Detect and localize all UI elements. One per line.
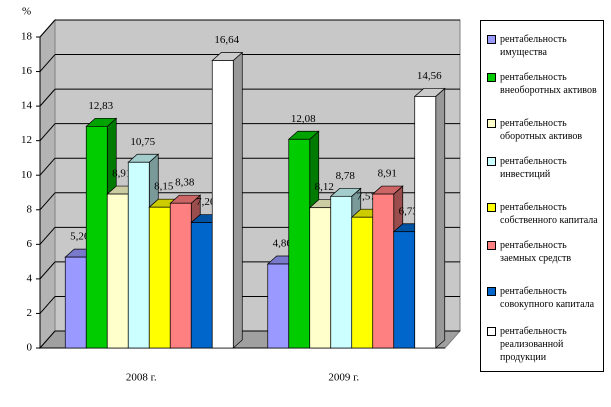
value-label: 10,75 [130,136,155,148]
bar [127,161,150,349]
grid-line [39,296,56,314]
value-label: 8,91 [112,168,131,180]
y-unit-label: % [22,6,31,18]
grid-line [39,19,56,38]
value-label: 8,78 [336,170,356,182]
grid-line [39,227,56,245]
bar [414,96,437,349]
legend-item: рентабельность внеоборотных активов [487,71,603,97]
legend-swatch [487,35,496,44]
value-label: 5,26 [70,231,90,243]
legend-label: рентабельность реализованной продукции [500,326,567,363]
bar [169,202,192,349]
value-label: 16,64 [214,34,239,46]
legend: рентабельность имущества рентабельность в… [480,20,604,372]
legend-label: рентабельность оборотных активов [500,118,583,142]
bar-side [435,87,446,349]
bar [393,231,416,349]
bar [288,138,311,349]
grid-line [39,330,56,349]
value-label: 8,91 [378,168,397,180]
legend-label: рентабельность внеоборотных активов [500,72,597,96]
bar [190,222,213,349]
value-label: 8,12 [315,181,334,193]
legend-swatch [487,327,496,336]
bar [85,125,108,349]
y-tick-label: 16 [21,65,33,77]
x-tick-label: 2008 г. [126,372,157,384]
y-tick-label: 14 [21,100,33,112]
bar [64,256,87,349]
legend-swatch [487,119,496,128]
value-label: 6,73 [399,205,419,217]
legend-label: рентабельность инвестиций [500,156,567,180]
value-label: 12,08 [291,113,316,125]
y-tick-label: 6 [27,238,33,250]
grid-line [39,88,56,107]
value-label: 12,83 [88,100,113,112]
grid-line [39,157,56,176]
legend-item: рентабельность инвестиций [487,155,603,181]
y-tick-label: 18 [21,31,33,43]
x-tick-label: 2009 г. [328,372,359,384]
legend-item: рентабельность имущества [487,33,603,59]
legend-item: рентабельность заемных средств [487,239,603,265]
grid-line [39,54,56,72]
legend-item: рентабельность собственного капитала [487,201,603,227]
legend-item: рентабельность совокупного капитала [487,285,603,311]
legend-item: рентабельность реализованной продукции [487,325,603,364]
grid-line [39,261,56,280]
value-label: 7,57 [357,191,377,203]
value-label: 8,15 [154,181,174,193]
y-tick-label: 4 [27,272,33,284]
legend-item: рентабельность оборотных активов [487,117,603,143]
grid-line [39,123,56,141]
bar [330,195,353,349]
y-tick-label: 12 [21,134,32,146]
legend-label: рентабельность совокупного капитала [500,286,595,310]
bar [372,193,395,349]
value-label: 14,56 [417,70,442,82]
bar [351,216,374,349]
y-tick-label: 0 [27,342,33,354]
bar [309,207,332,349]
y-tick-label: 10 [21,169,33,181]
grid-line [39,192,56,211]
value-label: 7,26 [196,196,216,208]
value-label: 4,86 [273,238,293,250]
legend-swatch [487,73,496,82]
legend-swatch [487,241,496,250]
y-tick-label: 2 [27,307,33,319]
bar-side [232,51,243,349]
legend-label: рентабельность имущества [500,34,567,58]
bar [148,206,171,349]
legend-label: рентабельность собственного капитала [500,202,598,226]
value-label: 8,38 [175,177,195,189]
bar [211,60,234,349]
legend-label: рентабельность заемных средств [500,240,572,264]
legend-swatch [487,287,496,296]
bar [106,193,129,349]
bar [267,263,290,349]
legend-swatch [487,203,496,212]
legend-swatch [487,157,496,166]
y-tick-label: 8 [27,203,33,215]
